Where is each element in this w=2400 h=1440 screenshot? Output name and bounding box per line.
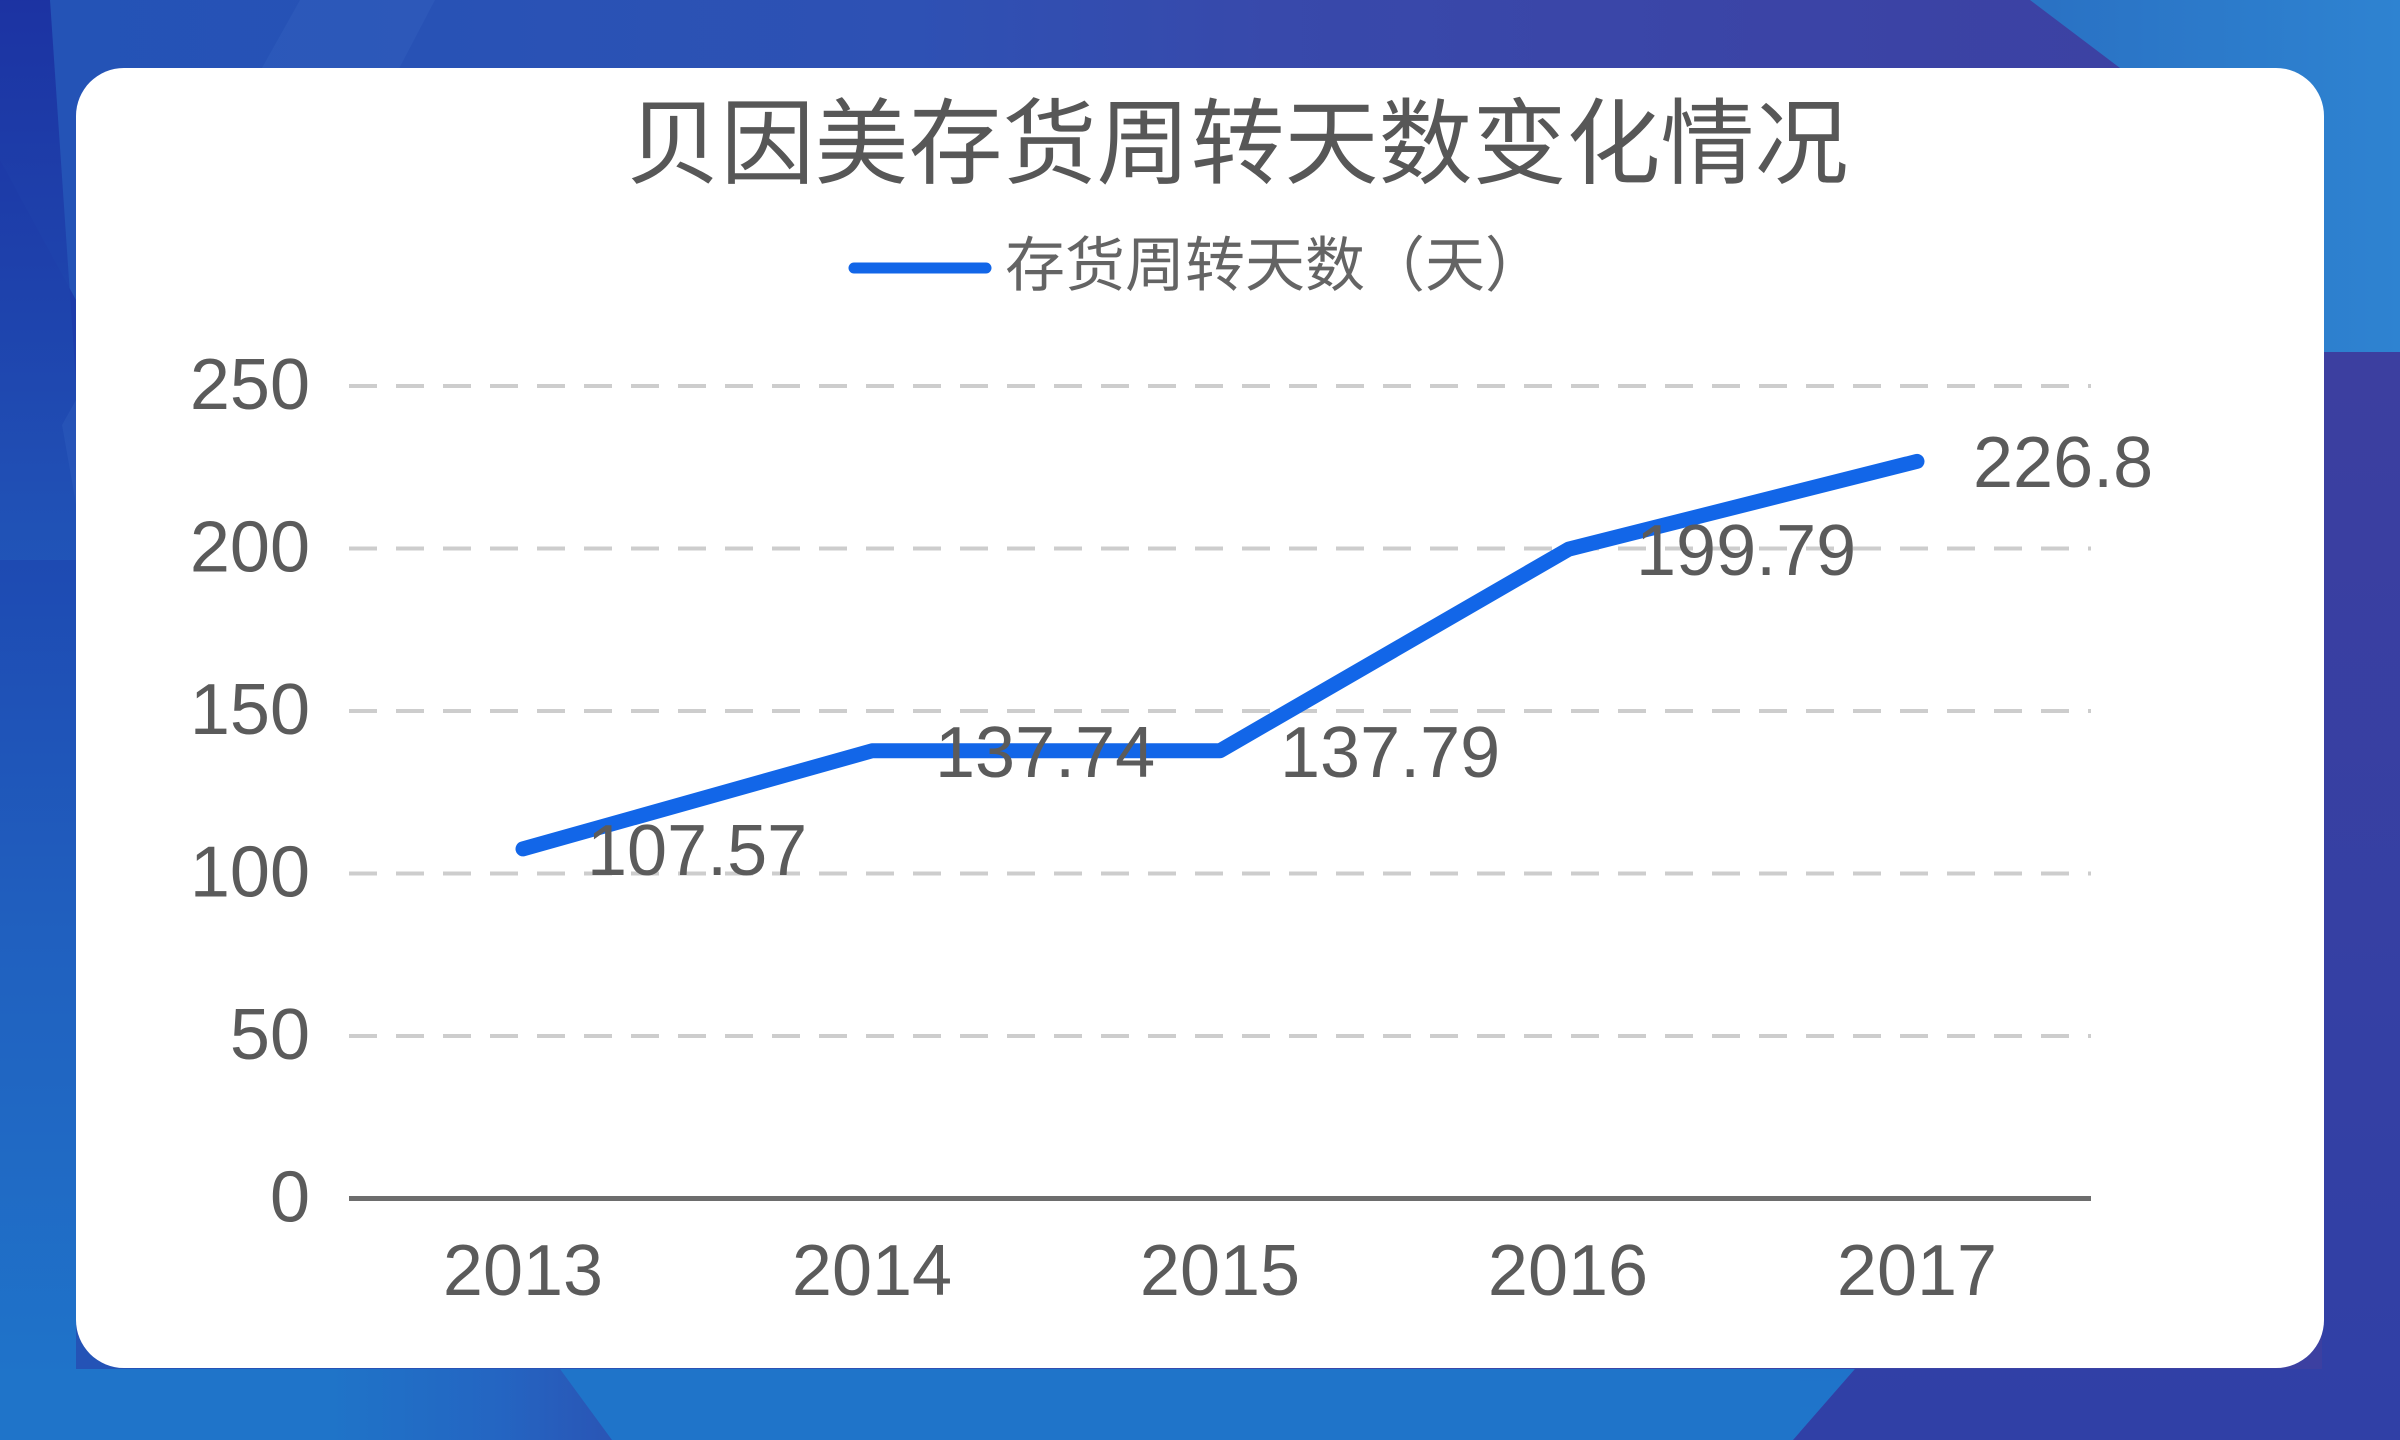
svg-text:150: 150	[190, 670, 310, 750]
svg-text:50: 50	[230, 995, 310, 1075]
svg-text:199.79: 199.79	[1636, 511, 1856, 591]
svg-text:2015: 2015	[1140, 1231, 1300, 1311]
svg-text:107.57: 107.57	[587, 811, 807, 891]
svg-text:2016: 2016	[1488, 1231, 1648, 1311]
svg-text:250: 250	[190, 345, 310, 425]
svg-text:2013: 2013	[443, 1231, 603, 1311]
svg-text:226.8: 226.8	[1973, 423, 2153, 503]
svg-text:137.79: 137.79	[1280, 713, 1500, 793]
svg-text:100: 100	[190, 833, 310, 913]
svg-text:137.74: 137.74	[935, 713, 1155, 793]
svg-text:200: 200	[190, 508, 310, 588]
svg-text:0: 0	[270, 1158, 310, 1238]
svg-text:2017: 2017	[1837, 1231, 1997, 1311]
svg-text:2014: 2014	[792, 1231, 952, 1311]
